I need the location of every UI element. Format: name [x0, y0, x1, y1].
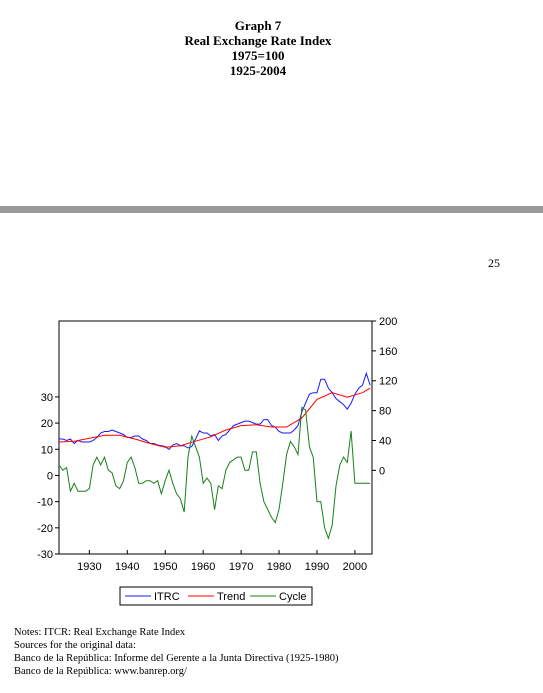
left-axis-tick-label: 10 — [41, 444, 53, 456]
plot-frame — [58, 320, 373, 555]
left-axis-tick-label: -30 — [37, 549, 53, 561]
x-axis-tick-label: 2000 — [343, 561, 367, 573]
graph-base-year: 1975=100 — [231, 48, 285, 63]
left-axis-tick-label: 0 — [47, 470, 53, 482]
x-axis-tick-label: 1990 — [305, 561, 329, 573]
graph-period: 1925-2004 — [229, 63, 287, 78]
graph-title: Real Exchange Rate Index — [184, 33, 332, 48]
graph-number: Graph 7 — [234, 18, 282, 33]
right-axis: 200 160 120 80 40 0 — [372, 316, 397, 477]
x-axis-tick-label: 1970 — [229, 561, 253, 573]
x-axis-tick-label: 1940 — [115, 561, 139, 573]
x-axis: 1930 1940 1950 1960 1970 1980 1990 2000 — [77, 550, 367, 573]
notes-line-3: Banco de la República: Informe del Geren… — [14, 653, 339, 664]
notes-line-1: Notes: ITCR: Real Exchange Rate Index — [14, 627, 186, 638]
page-number: 25 — [488, 256, 500, 270]
left-axis-tick-label: 20 — [41, 418, 53, 430]
chart-title-block: Graph 7 Real Exchange Rate Index 1975=10… — [0, 18, 516, 78]
legend-label-itrc: ITRC — [154, 591, 180, 603]
x-axis-tick-label: 1930 — [77, 561, 101, 573]
left-axis-tick-label: 30 — [41, 392, 53, 404]
right-axis-tick-label: 40 — [379, 435, 391, 447]
right-axis-tick-label: 200 — [379, 316, 397, 328]
chart-legend: ITRC Trend Cycle — [119, 586, 313, 606]
legend-label-cycle: Cycle — [279, 591, 307, 603]
page-divider — [0, 206, 543, 213]
x-axis-tick-label: 1960 — [191, 561, 215, 573]
right-axis-tick-label: 160 — [379, 346, 397, 358]
x-axis-tick-label: 1980 — [267, 561, 291, 573]
series-line-trend — [58, 387, 371, 448]
legend-label-trend: Trend — [217, 591, 245, 603]
left-axis-tick-label: -20 — [37, 523, 53, 535]
notes-block: Notes: ITCR: Real Exchange Rate Index So… — [14, 626, 339, 678]
x-axis-tick-label: 1950 — [153, 561, 177, 573]
left-axis: 30 20 10 0 -10 -20 -30 — [37, 392, 59, 561]
left-axis-tick-label: -10 — [37, 497, 53, 509]
series-layer — [58, 371, 371, 540]
right-axis-tick-label: 0 — [379, 465, 385, 477]
legend-box — [119, 586, 313, 606]
series-line-itrc — [59, 371, 371, 451]
notes-line-4: Banco de la República: www.banrep.org/ — [14, 666, 187, 677]
right-axis-tick-label: 120 — [379, 376, 397, 388]
notes-line-2: Sources for the original data: — [14, 640, 136, 651]
series-line-cycle — [58, 406, 371, 540]
exchange-rate-chart: 30 20 10 0 -10 -20 -30 200 160 120 80 40 0 1930 1940… — [37, 316, 397, 606]
right-axis-tick-label: 80 — [379, 406, 391, 418]
